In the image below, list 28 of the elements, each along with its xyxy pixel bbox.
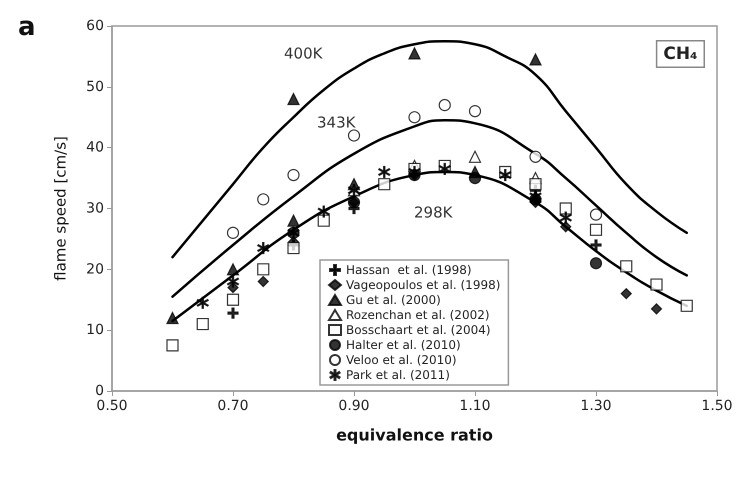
- y-tick-label: 0: [95, 383, 104, 399]
- y-tick-label: 10: [86, 322, 104, 338]
- x-tick-label: 1.30: [580, 398, 612, 414]
- legend-label: Park et al. (2011): [346, 368, 450, 382]
- x-tick-label: 0.70: [217, 398, 249, 414]
- legend-label: Bosschaart et al. (2004): [346, 323, 491, 337]
- legend-label: Rozenchan et al. (2002): [346, 308, 490, 322]
- x-tick-label: 0.50: [96, 398, 128, 414]
- legend-label: Vageopoulos et al. (1998): [346, 278, 500, 292]
- text: a: [18, 12, 36, 42]
- annotation: 400K: [284, 44, 324, 62]
- x-tick-label: 1.50: [701, 398, 733, 414]
- annotation: 343K: [317, 114, 357, 132]
- x-tick-label: 0.90: [338, 398, 370, 414]
- legend-label: Hassan et al. (1998): [346, 263, 472, 277]
- y-axis-title: flame speed [cm/s]: [52, 136, 70, 281]
- legend-label: Halter et al. (2010): [346, 338, 461, 352]
- y-tick-label: 20: [86, 261, 104, 278]
- y-tick-label: 50: [86, 78, 104, 95]
- x-tick-label: 1.10: [459, 398, 491, 414]
- legend-label: Veloo et al. (2010): [346, 353, 457, 367]
- y-tick-label: 60: [86, 18, 104, 34]
- annotation: CH₄: [663, 44, 698, 64]
- y-tick-label: 30: [86, 200, 104, 216]
- annotation: 298K: [414, 204, 454, 222]
- x-axis-title: equivalence ratio: [336, 426, 493, 444]
- y-tick-label: 40: [86, 140, 104, 156]
- legend-label: Gu et al. (2000): [346, 293, 441, 307]
